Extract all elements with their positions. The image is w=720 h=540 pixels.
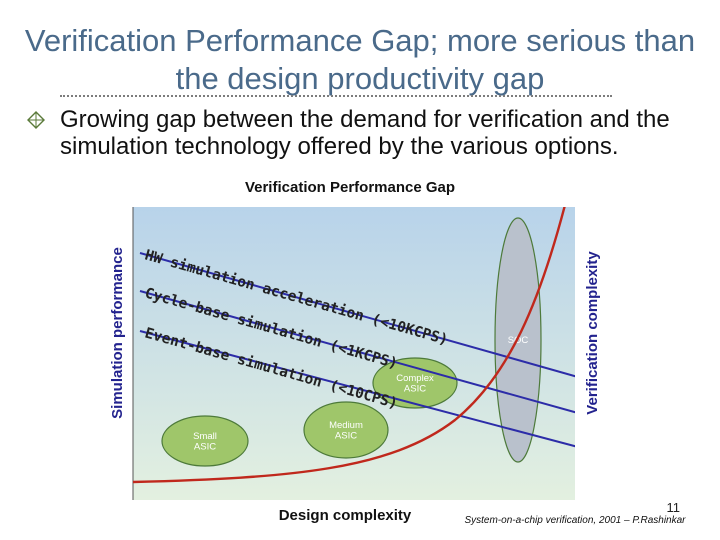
ellipse-medium-asic <box>303 401 389 459</box>
ellipse-small-asic <box>161 415 249 467</box>
title-divider <box>60 95 612 97</box>
page-number: 11 <box>666 500 681 515</box>
source-citation: System-on-a-chip verification, 2001 – P.… <box>464 515 686 526</box>
verification-complexity-curve <box>133 207 566 484</box>
bullet-text: Growing gap between the demand for verif… <box>60 106 670 160</box>
series-line-3 <box>139 330 575 448</box>
series-line-2 <box>139 290 575 414</box>
label-small-asic: Small ASIC <box>193 431 217 453</box>
label-soc: SOC <box>508 335 529 346</box>
label-complex-asic: Complex ASIC <box>396 373 434 395</box>
chart-title: Verification Performance Gap <box>244 179 456 196</box>
diamond-bullet-icon <box>27 111 45 129</box>
ellipse-complex-asic <box>372 357 458 409</box>
slide-title: Verification Performance Gap; more serio… <box>24 23 696 96</box>
label-medium-asic: Medium ASIC <box>329 420 363 442</box>
x-axis-label: Design complexity <box>278 507 412 524</box>
series-line-1 <box>139 252 575 378</box>
